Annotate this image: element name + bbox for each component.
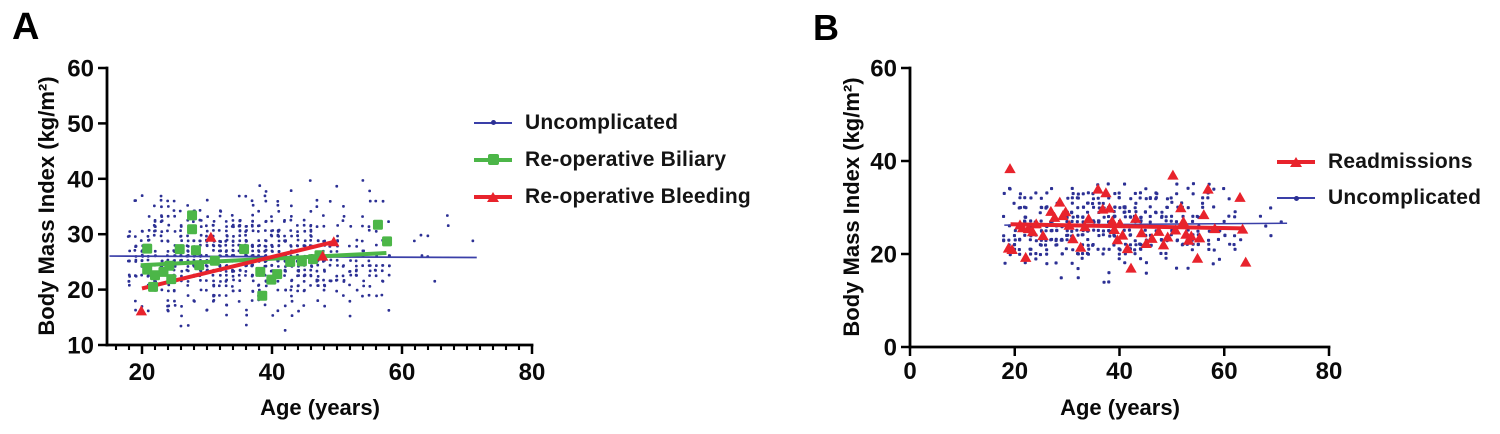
legend-label: Uncomplicated — [1328, 186, 1482, 209]
svg-text:80: 80 — [519, 359, 546, 386]
svg-text:0: 0 — [884, 335, 897, 362]
svg-text:20: 20 — [67, 277, 94, 304]
panel-a-y-axis-label: Body Mass Index (kg/m²) — [34, 76, 59, 336]
svg-text:40: 40 — [1106, 358, 1133, 385]
red-line-triangle-marker-icon — [474, 190, 512, 204]
blue-line-dot-marker-icon — [1277, 191, 1315, 205]
ticks — [98, 66, 534, 354]
trend-readmissions — [1010, 222, 1243, 231]
markers-re-operative-bleeding — [135, 231, 340, 316]
ticks — [901, 66, 1331, 356]
markers-readmissions — [1002, 163, 1252, 273]
svg-text:60: 60 — [1211, 358, 1238, 385]
legend-label: Readmissions — [1328, 150, 1473, 173]
svg-text:40: 40 — [870, 149, 897, 176]
legend-label: Re-operative Biliary — [525, 147, 727, 171]
svg-text:40: 40 — [67, 166, 94, 193]
svg-text:60: 60 — [67, 56, 94, 83]
legend-item-uncomplicated: Uncomplicated — [474, 104, 751, 141]
panel-b-legend: Readmissions Uncomplicated — [1277, 144, 1481, 216]
svg-text:40: 40 — [259, 359, 286, 386]
svg-text:0: 0 — [903, 358, 916, 385]
svg-text:60: 60 — [870, 56, 897, 83]
blue-line-dot-marker-icon — [474, 116, 512, 130]
legend-item-uncomplicated: Uncomplicated — [1277, 180, 1481, 216]
svg-text:30: 30 — [67, 222, 94, 249]
tick-labels: 0 20 40 60 0 20 40 60 80 — [870, 56, 1342, 386]
panel-b-y-axis-label: Body Mass Index (kg/m²) — [839, 77, 864, 337]
axes — [105, 66, 534, 347]
legend-label: Re-operative Bleeding — [525, 184, 751, 208]
panel-a-legend: Uncomplicated Re-operative Biliary Re-op… — [474, 104, 751, 215]
tick-labels: 10 20 30 40 50 60 20 40 60 80 — [67, 56, 545, 387]
red-line-triangle-marker-icon — [1277, 155, 1315, 169]
legend-item-readmissions: Readmissions — [1277, 144, 1481, 180]
svg-text:20: 20 — [1001, 358, 1028, 385]
panel-b-x-axis-label: Age (years) — [1060, 395, 1180, 420]
panel-b-plot: 0 20 40 60 0 20 40 60 80 — [870, 56, 1342, 386]
green-line-square-marker-icon — [474, 153, 512, 167]
panel-a-plot: 10 20 30 40 50 60 20 40 60 80 — [67, 56, 545, 387]
svg-text:60: 60 — [389, 359, 416, 386]
legend-item-reoperative-bleeding: Re-operative Bleeding — [474, 178, 751, 215]
svg-text:50: 50 — [67, 111, 94, 138]
svg-text:20: 20 — [129, 359, 156, 386]
legend-label: Uncomplicated — [525, 110, 679, 134]
legend-item-reoperative-biliary: Re-operative Biliary — [474, 141, 751, 178]
panel-b-letter: B — [813, 7, 839, 48]
svg-text:20: 20 — [870, 242, 897, 269]
panel-a-x-axis-label: Age (years) — [260, 395, 380, 420]
svg-text:80: 80 — [1316, 358, 1343, 385]
panel-a-letter: A — [12, 6, 40, 48]
svg-text:10: 10 — [67, 333, 94, 360]
